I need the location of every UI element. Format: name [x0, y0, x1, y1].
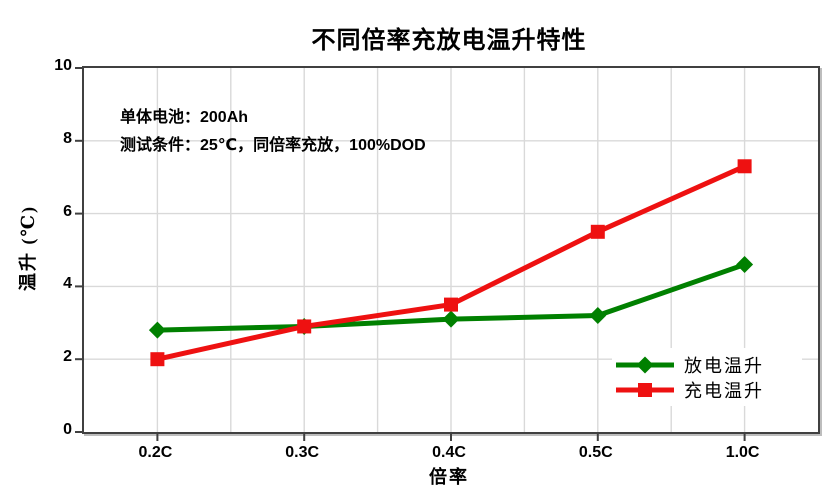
- legend-label: 充电温升: [684, 380, 764, 401]
- square-marker-sample: [616, 382, 674, 397]
- y-tick-label: 4: [63, 275, 72, 293]
- x-tick-label: 1.0C: [725, 444, 760, 461]
- diamond-marker-sample: [616, 356, 674, 373]
- x-tick-label: 0.5C: [578, 444, 613, 461]
- y-tick-label: 2: [63, 348, 72, 366]
- annotation-line-battery: 单体电池：200Ah: [120, 109, 249, 126]
- legend: 放电温升 充电温升: [612, 348, 802, 406]
- axis-ticks: [75, 67, 746, 441]
- y-tick-label: 8: [63, 129, 72, 147]
- plot-area: 单体电池：200Ah 测试条件：25℃，同倍率充放，100%DOD 放电温升充电…: [75, 66, 820, 441]
- plot-canvas: [75, 67, 818, 441]
- series-1-charge: [150, 159, 752, 367]
- annotation-block: 单体电池：200Ah 测试条件：25℃，同倍率充放，100%DOD: [120, 104, 426, 160]
- x-tick-label: 0.3C: [285, 444, 320, 461]
- y-tick-label: 6: [63, 202, 72, 220]
- chart-title: 不同倍率充放电温升特性: [311, 28, 587, 54]
- y-tick-label: 0: [63, 421, 72, 438]
- x-axis-title: 倍率: [429, 467, 469, 487]
- annotation-line-conditions: 测试条件：25℃，同倍率充放，100%DOD: [120, 137, 426, 154]
- x-tick-label: 0.2C: [138, 444, 173, 461]
- legend-label: 放电温升: [684, 355, 764, 376]
- legend-item-charge: 充电温升: [614, 377, 800, 402]
- legend-item-discharge: 放电温升: [614, 352, 800, 377]
- y-tick-label: 10: [54, 57, 72, 74]
- x-tick-label: 0.4C: [432, 444, 466, 461]
